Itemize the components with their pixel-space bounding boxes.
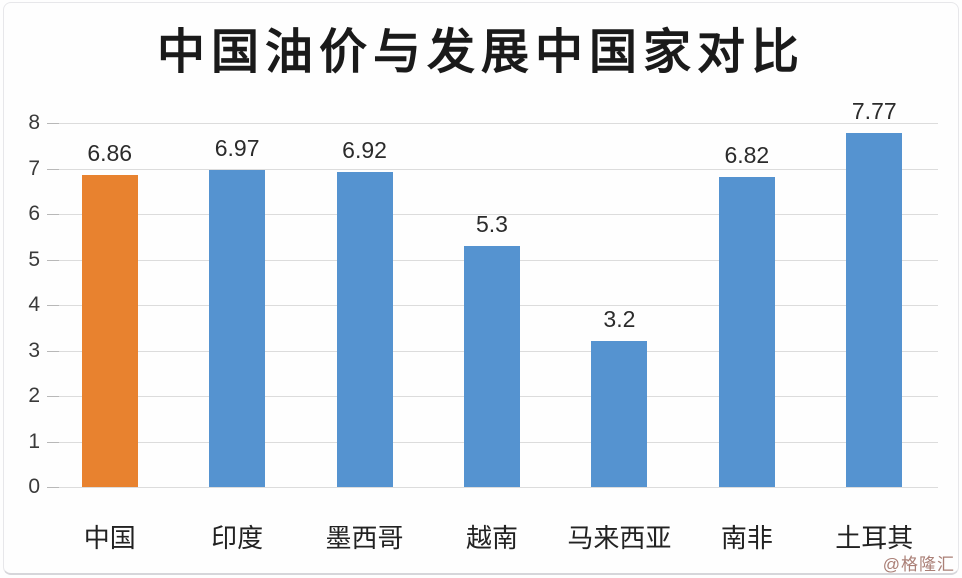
gridline-y8 — [55, 123, 938, 124]
x-axis-label-越南: 越南 — [465, 523, 518, 553]
bar-墨西哥 — [336, 172, 393, 487]
y-axis-label-4: 4 — [28, 293, 40, 316]
data-label-马来西亚: 3.2 — [603, 306, 636, 333]
x-axis-label-印度: 印度 — [211, 523, 264, 553]
y-tick-1 — [47, 441, 59, 443]
gridline-y7 — [55, 168, 938, 170]
y-tick-7 — [47, 168, 59, 170]
data-label-墨西哥: 6.92 — [342, 137, 387, 164]
x-axis-label-马来西亚: 马来西亚 — [567, 523, 672, 553]
x-axis-label-土耳其: 土耳其 — [835, 523, 914, 553]
chart-title: 中国油价与发展中国家对比 — [156, 24, 805, 80]
y-axis-label-2: 2 — [28, 384, 40, 407]
y-axis-label-6: 6 — [28, 202, 40, 225]
gridline-y0 — [55, 487, 938, 488]
x-axis-label-中国: 中国 — [83, 523, 136, 553]
data-label-中国: 6.86 — [87, 139, 133, 166]
bar-南非 — [718, 176, 775, 487]
y-tick-4 — [47, 305, 59, 306]
x-axis-label-南非: 南非 — [720, 523, 773, 553]
bar-印度 — [209, 169, 266, 487]
data-label-印度: 6.97 — [214, 134, 260, 161]
bar-土耳其 — [846, 133, 903, 487]
bar-越南 — [464, 245, 520, 487]
data-label-南非: 6.82 — [724, 141, 770, 168]
y-axis-label-5: 5 — [28, 247, 40, 271]
y-tick-6 — [47, 214, 59, 215]
x-axis-label-墨西哥: 墨西哥 — [325, 523, 404, 553]
y-tick-5 — [47, 259, 59, 261]
bar-中国 — [81, 174, 138, 487]
y-axis-label-8: 8 — [28, 111, 40, 134]
bar-马来西亚 — [591, 341, 648, 487]
watermark: @格隆汇 — [882, 555, 955, 574]
y-axis-label-1: 1 — [28, 429, 40, 453]
y-tick-2 — [47, 396, 59, 397]
gridline-y6 — [55, 214, 938, 215]
y-axis-label-3: 3 — [28, 338, 40, 362]
y-tick-3 — [47, 350, 59, 352]
data-label-土耳其: 7.77 — [851, 98, 897, 125]
y-axis-label-0: 0 — [28, 475, 40, 498]
data-label-越南: 5.3 — [476, 210, 508, 237]
y-tick-8 — [47, 123, 59, 124]
y-axis-label-7: 7 — [28, 156, 40, 180]
y-tick-0 — [47, 487, 59, 488]
